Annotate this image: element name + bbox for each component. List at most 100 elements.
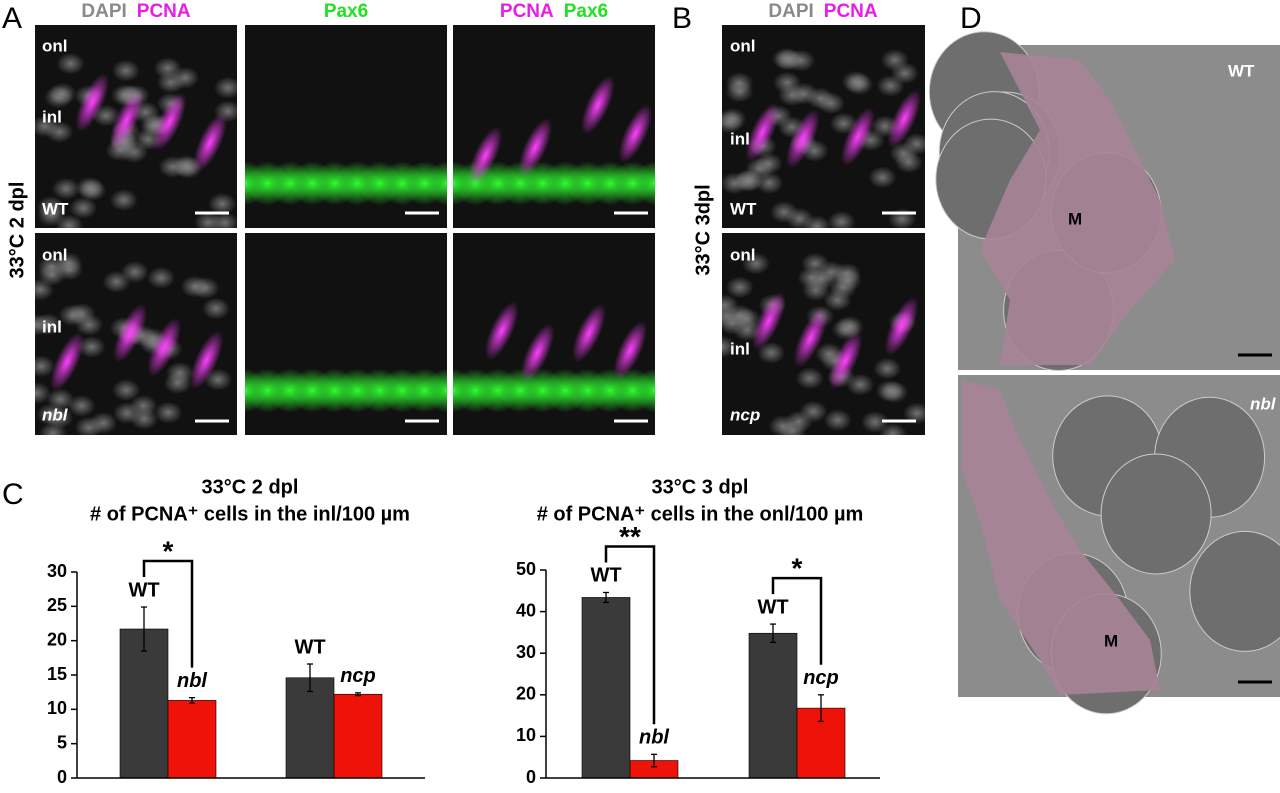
micrograph-content [35, 252, 233, 435]
error-bar [355, 692, 361, 697]
pax6-cell [425, 368, 447, 413]
nucleus [827, 210, 856, 228]
nucleus [208, 192, 237, 215]
nucleus [888, 208, 917, 228]
bar-label: nbl [639, 727, 669, 749]
genotype-label: nbl [42, 405, 69, 424]
y-tick-label: 20 [516, 684, 536, 704]
micrograph-content [453, 301, 655, 413]
significance-label: * [792, 552, 803, 583]
nucleus [58, 304, 87, 327]
y-tick-label: 0 [57, 767, 67, 787]
nucleus [37, 204, 66, 227]
pcna-cell [613, 320, 648, 380]
y-tick-label: 25 [47, 595, 67, 615]
nucleus [130, 407, 159, 430]
nucleus [823, 409, 852, 432]
layer-label: onl [42, 36, 68, 55]
column-header: Pax6 [324, 1, 368, 22]
nucleus [69, 196, 98, 219]
cell-label: M [1104, 631, 1118, 650]
layer-label: onl [730, 245, 756, 264]
em-nucleus [1189, 530, 1280, 652]
significance-label: ** [619, 521, 641, 552]
error-bar [141, 606, 147, 652]
pcna-cell [484, 301, 519, 361]
bar [581, 597, 631, 779]
y-tick-label: 30 [47, 561, 67, 581]
nucleus [109, 189, 138, 212]
genotype-label: nbl [1250, 394, 1277, 413]
pcna-cell [828, 331, 863, 390]
panel-label: B [672, 2, 692, 35]
error-bar [651, 753, 657, 768]
layer-label: onl [730, 36, 756, 55]
micrograph-content [245, 161, 447, 206]
nucleus [165, 361, 194, 384]
muller-glia [962, 380, 1160, 695]
nucleus [735, 169, 764, 192]
pcna-cell [884, 296, 919, 356]
significance-bracket [142, 559, 194, 668]
em-nucleus [1100, 453, 1212, 575]
nucleus [880, 49, 909, 72]
pcna-cell [520, 323, 555, 383]
bar-label: WT [757, 596, 788, 618]
micrograph-content [722, 47, 925, 228]
bar [333, 693, 383, 779]
nucleus [732, 308, 761, 331]
pcna-cell [751, 291, 786, 351]
chart-title: 33°C 2 dpl [202, 476, 299, 498]
micrographs [35, 25, 1280, 715]
nucleus [801, 252, 830, 275]
nucleus [45, 406, 74, 429]
nucleus [785, 207, 814, 228]
nucleus [868, 166, 897, 189]
error-bar [307, 663, 313, 693]
nucleus [768, 415, 797, 435]
pcna-cell [50, 332, 84, 391]
y-tick-label: 40 [516, 600, 536, 620]
nucleus [816, 92, 845, 115]
row-label: 33°C 2 dpl [6, 182, 28, 279]
y-tick-label: 5 [57, 732, 67, 752]
y-tick-label: 20 [47, 629, 67, 649]
nucleus [67, 394, 96, 417]
nucleus [878, 423, 907, 435]
micrograph-content [35, 52, 237, 228]
nucleus [35, 313, 62, 336]
nucleus [894, 151, 923, 174]
nucleus [154, 401, 183, 424]
nucleus [194, 211, 223, 228]
column-header: DAPI PCNA [768, 1, 878, 22]
bar [285, 677, 335, 779]
bar-label: ncp [803, 667, 839, 689]
error-bar [818, 694, 824, 723]
nucleus [111, 59, 140, 82]
nucleus [56, 52, 85, 75]
bar-label: WT [590, 565, 621, 587]
chart-subtitle: # of PCNA⁺ cells in the inl/100 µm [90, 503, 410, 525]
nucleus [845, 73, 874, 96]
row-label: 33°C 3dpl [692, 184, 714, 275]
bar-label: WT [294, 636, 325, 658]
nucleus [725, 80, 754, 103]
y-tick-label: 50 [516, 559, 536, 579]
pcna-cell [147, 317, 182, 377]
micrograph-content [722, 252, 925, 435]
nucleus [722, 111, 744, 134]
pax6-cell [425, 161, 447, 206]
nucleus [89, 412, 118, 435]
pcna-cell [572, 303, 606, 363]
bar-label: WT [128, 579, 159, 601]
genotype-label: ncp [730, 405, 760, 424]
pcna-cell [887, 89, 922, 149]
nucleus [77, 335, 106, 358]
bar-label: nbl [177, 670, 207, 692]
nucleus [795, 367, 824, 390]
pcna-cell [518, 117, 553, 177]
y-tick-label: 30 [516, 642, 536, 662]
genotype-label: WT [1228, 61, 1255, 80]
chart-subtitle: # of PCNA⁺ cells in the onl/100 µm [537, 503, 864, 525]
pcna-cell [745, 103, 780, 162]
